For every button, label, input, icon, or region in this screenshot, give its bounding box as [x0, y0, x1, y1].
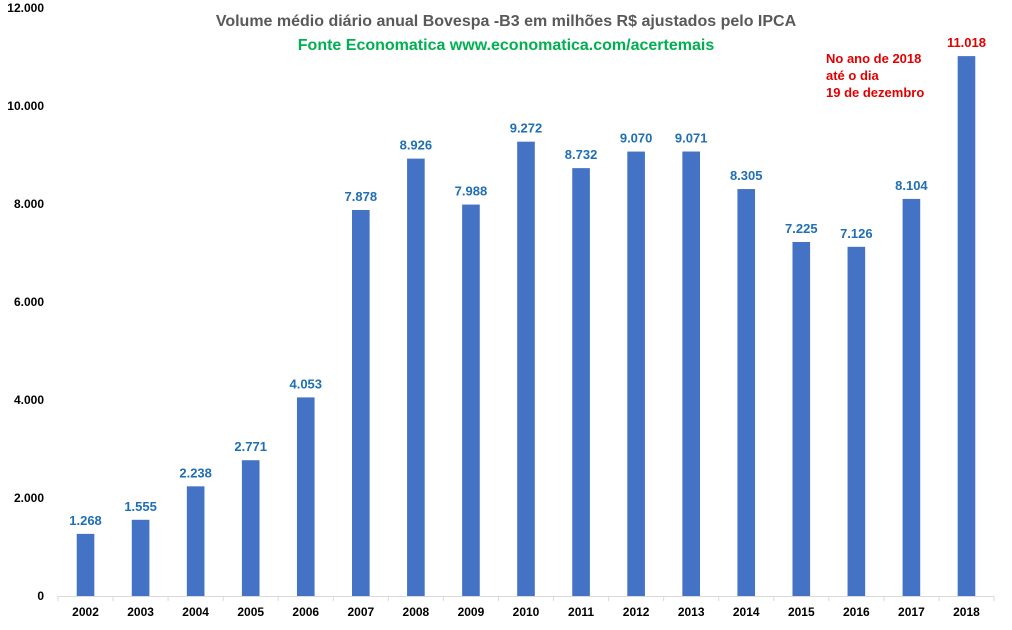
- x-tick-label: 2003: [127, 605, 154, 619]
- annotation-line-1: No ano de 2018: [826, 51, 922, 66]
- x-tick-label: 2017: [898, 605, 925, 619]
- x-tick-label: 2016: [843, 605, 870, 619]
- y-tick-label: 6.000: [14, 295, 44, 309]
- data-label: 9.070: [620, 131, 653, 146]
- bar: [186, 486, 205, 596]
- data-label: 1.555: [124, 499, 157, 514]
- annotation-line-2: até o dia: [826, 68, 879, 83]
- y-tick-label: 12.000: [7, 1, 44, 15]
- bar: [572, 168, 590, 596]
- x-tick-label: 2018: [953, 605, 980, 619]
- bar: [296, 397, 315, 596]
- bar: [76, 533, 95, 596]
- bar: [682, 151, 700, 596]
- data-label: 4.053: [289, 376, 322, 391]
- x-tick-label: 2004: [182, 605, 209, 619]
- bar: [241, 460, 260, 596]
- y-tick-label: 0: [37, 589, 44, 603]
- data-label: 8.732: [565, 147, 598, 162]
- bars: 1.268 1.555 2.238 2.771 4.053 7.878 8.926 7.988…: [69, 35, 986, 597]
- x-tick-label: 2011: [568, 605, 594, 619]
- chart-subtitle: Fonte Economatica www.economatica.com/ac…: [297, 37, 715, 54]
- bar: [737, 189, 756, 596]
- annotation-note: No ano de 2018 até o dia 19 de dezembro: [826, 50, 946, 101]
- data-label: 8.305: [730, 168, 763, 183]
- data-label: 11.018: [947, 35, 986, 50]
- data-label: 2.771: [234, 439, 267, 454]
- bar: [131, 519, 150, 596]
- data-label: 9.071: [675, 131, 708, 146]
- bar: [407, 158, 425, 596]
- y-tick-label: 8.000: [14, 197, 44, 211]
- data-label: 2.238: [179, 465, 212, 480]
- bar: [462, 204, 480, 596]
- y-tick-label: 2.000: [14, 491, 44, 505]
- x-axis: 2002 2003 2004 2005 2006 2007 2008 2009 2010 2011…: [57, 596, 995, 619]
- bar: [902, 198, 921, 597]
- bar: [352, 209, 370, 596]
- x-tick-label: 2006: [292, 605, 319, 619]
- x-tick-label: 2009: [458, 605, 485, 619]
- x-tick-label: 2013: [678, 605, 705, 619]
- data-label: 8.926: [400, 138, 433, 153]
- x-tick-label: 2007: [347, 605, 374, 619]
- data-label: 1.268: [69, 513, 102, 528]
- data-label: 9.272: [510, 121, 543, 136]
- data-label: 7.878: [345, 189, 378, 204]
- data-label: 7.126: [840, 226, 873, 241]
- y-tick-label: 10.000: [7, 99, 44, 113]
- x-tick-label: 2012: [623, 605, 650, 619]
- x-tick-label: 2005: [237, 605, 264, 619]
- x-tick-label: 2015: [788, 605, 815, 619]
- annotation-line-3: 19 de dezembro: [826, 85, 925, 100]
- chart-title: Volume médio diário anual Bovespa -B3 em…: [215, 13, 797, 30]
- x-tick-label: 2008: [403, 605, 430, 619]
- bar: [627, 151, 645, 596]
- y-axis: 0 2.000 4.000 6.000 8.000 10.000 12.000: [7, 1, 44, 603]
- data-label: 7.225: [785, 221, 818, 236]
- x-tick-label: 2014: [733, 605, 760, 619]
- x-tick-label: 2002: [72, 605, 99, 619]
- data-label: 8.104: [895, 178, 928, 193]
- bar: [792, 241, 811, 596]
- data-label: 7.988: [455, 184, 488, 199]
- x-tick-label: 2010: [513, 605, 540, 619]
- bar: [847, 246, 866, 597]
- bar: [517, 141, 535, 596]
- y-tick-label: 4.000: [14, 393, 44, 407]
- bar: [957, 56, 976, 597]
